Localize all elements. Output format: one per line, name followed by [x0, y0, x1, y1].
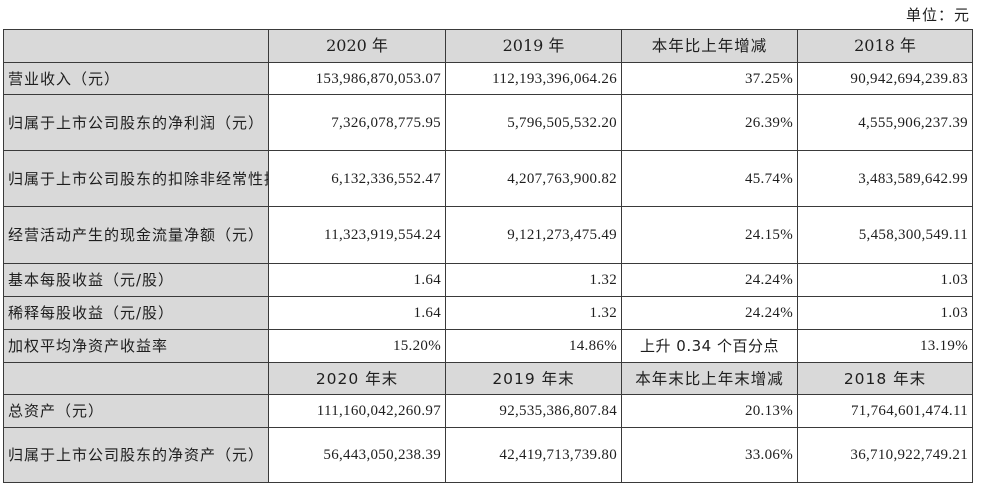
- row-label: 归属于上市公司股东的净利润（元）: [3, 94, 269, 151]
- value-2019: 5,796,505,532.20: [445, 94, 622, 151]
- value-change: 33.06%: [621, 427, 798, 483]
- row-label: 经营活动产生的现金流量净额（元）: [3, 206, 269, 264]
- value-2018: 1.03: [797, 296, 973, 330]
- header-2019-end: 2019 年末: [445, 362, 622, 395]
- value-2019: 14.86%: [445, 329, 622, 363]
- table-row: 归属于上市公司股东的净利润（元） 7,326,078,775.95 5,796,…: [3, 94, 973, 151]
- header-row-annual: 2020 年 2019 年 本年比上年增减 2018 年: [3, 29, 973, 63]
- value-2020: 111,160,042,260.97: [268, 394, 446, 428]
- table-row: 加权平均净资产收益率 15.20% 14.86% 上升 0.34 个百分点 13…: [3, 329, 973, 363]
- table-row: 营业收入（元） 153,986,870,053.07 112,193,396,0…: [3, 62, 973, 95]
- table-row: 总资产（元） 111,160,042,260.97 92,535,386,807…: [3, 394, 973, 428]
- value-2018: 13.19%: [797, 329, 973, 363]
- header-2018-end: 2018 年末: [797, 362, 973, 395]
- value-2018: 71,764,601,474.11: [797, 394, 973, 428]
- header-2019: 2019 年: [445, 29, 622, 63]
- value-2020: 6,132,336,552.47: [268, 150, 446, 207]
- value-2018: 3,483,589,642.99: [797, 150, 973, 207]
- row-label: 加权平均净资产收益率: [3, 329, 269, 363]
- value-change: 24.24%: [621, 263, 798, 297]
- table-row: 归属于上市公司股东的净资产（元） 56,443,050,238.39 42,41…: [3, 427, 973, 483]
- row-label: 归属于上市公司股东的扣除非经常性损益的净利润（元）: [3, 150, 269, 207]
- financial-summary-table: 2020 年 2019 年 本年比上年增减 2018 年 营业收入（元） 153…: [3, 29, 973, 483]
- value-2020: 11,323,919,554.24: [268, 206, 446, 264]
- value-change: 24.24%: [621, 296, 798, 330]
- header-blank: [3, 29, 269, 63]
- value-2019: 1.32: [445, 296, 622, 330]
- header-change-end: 本年末比上年末增减: [621, 362, 798, 395]
- value-2020: 56,443,050,238.39: [268, 427, 446, 483]
- header-change: 本年比上年增减: [621, 29, 798, 63]
- row-label: 稀释每股收益（元/股）: [3, 296, 269, 330]
- row-label: 总资产（元）: [3, 394, 269, 428]
- value-2018: 4,555,906,237.39: [797, 94, 973, 151]
- value-change: 37.25%: [621, 62, 798, 95]
- row-label: 基本每股收益（元/股）: [3, 263, 269, 297]
- value-2018: 90,942,694,239.83: [797, 62, 973, 95]
- table-row: 稀释每股收益（元/股） 1.64 1.32 24.24% 1.03: [3, 296, 973, 330]
- value-change: 24.15%: [621, 206, 798, 264]
- unit-label: 单位：元: [905, 6, 970, 24]
- header-2018: 2018 年: [797, 29, 973, 63]
- table-row: 基本每股收益（元/股） 1.64 1.32 24.24% 1.03: [3, 263, 973, 297]
- table-row: 经营活动产生的现金流量净额（元） 11,323,919,554.24 9,121…: [3, 206, 973, 264]
- value-2018: 36,710,922,749.21: [797, 427, 973, 483]
- header-2020: 2020 年: [268, 29, 446, 63]
- value-2019: 9,121,273,475.49: [445, 206, 622, 264]
- value-2020: 7,326,078,775.95: [268, 94, 446, 151]
- header-blank: [3, 362, 269, 395]
- row-label: 归属于上市公司股东的净资产（元）: [3, 427, 269, 483]
- row-label: 营业收入（元）: [3, 62, 269, 95]
- value-2019: 42,419,713,739.80: [445, 427, 622, 483]
- value-change: 26.39%: [621, 94, 798, 151]
- value-change: 20.13%: [621, 394, 798, 428]
- value-2020: 15.20%: [268, 329, 446, 363]
- value-change: 上升 0.34 个百分点: [621, 329, 798, 363]
- table-row: 归属于上市公司股东的扣除非经常性损益的净利润（元） 6,132,336,552.…: [3, 150, 973, 207]
- value-2019: 112,193,396,064.26: [445, 62, 622, 95]
- value-2018: 1.03: [797, 263, 973, 297]
- value-2020: 1.64: [268, 296, 446, 330]
- value-2020: 1.64: [268, 263, 446, 297]
- value-2019: 92,535,386,807.84: [445, 394, 622, 428]
- value-2020: 153,986,870,053.07: [268, 62, 446, 95]
- value-2018: 5,458,300,549.11: [797, 206, 973, 264]
- header-2020-end: 2020 年末: [268, 362, 446, 395]
- value-2019: 4,207,763,900.82: [445, 150, 622, 207]
- header-row-yearend: 2020 年末 2019 年末 本年末比上年末增减 2018 年末: [3, 362, 973, 395]
- value-2019: 1.32: [445, 263, 622, 297]
- value-change: 45.74%: [621, 150, 798, 207]
